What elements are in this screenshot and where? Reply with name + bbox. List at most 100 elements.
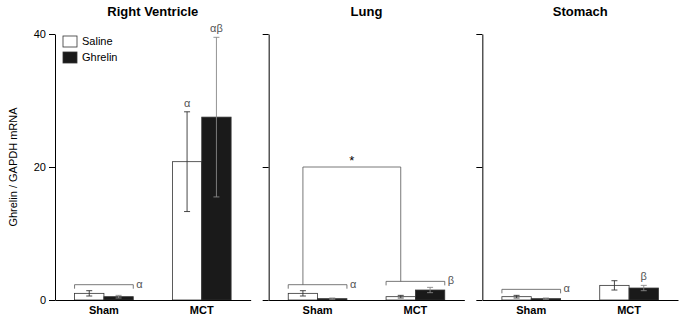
annotations: α α αβ	[75, 22, 223, 289]
y-tick-mark	[476, 167, 482, 168]
error-bar	[300, 291, 306, 296]
series-0	[288, 291, 415, 300]
panel: ShamMCTStomachαβ	[476, 4, 678, 316]
y-tick-label: 20	[34, 161, 46, 173]
x-axis-line	[269, 300, 465, 301]
legend-item: Ghrelin	[63, 51, 117, 63]
legend-item: Saline	[63, 35, 113, 47]
bar	[531, 299, 560, 300]
y-axis-line	[482, 35, 483, 301]
x-tick: MCT	[404, 300, 428, 316]
x-tick-label: MCT	[190, 304, 214, 316]
x-axis: Sham MCT	[483, 300, 679, 316]
panel-title: Lung	[351, 4, 383, 19]
annotation-bracket	[75, 285, 134, 289]
y-axis: 0 20 40	[34, 28, 56, 306]
legend-swatch	[63, 52, 77, 63]
error-bar	[514, 295, 520, 298]
annotation-bracket	[288, 285, 347, 289]
plot-marks	[502, 281, 659, 300]
y-axis	[263, 35, 270, 301]
error-bar	[86, 291, 92, 296]
y-tick: 0	[40, 294, 55, 306]
annotation: *	[349, 153, 354, 168]
x-axis-line	[483, 300, 679, 301]
annotation: α	[350, 278, 357, 290]
chart-svg: 0 20 40 Sham MCT Right Ventricle Ghrelin / GAP…	[0, 0, 690, 326]
x-axis: Sham MCT	[269, 300, 465, 316]
error-bar	[184, 112, 190, 212]
x-tick: Sham	[303, 300, 333, 316]
panel: 0 20 40 Sham MCT Right Ventricle Ghrelin / GAP…	[7, 4, 251, 316]
y-axis-line	[55, 35, 56, 301]
y-tick-mark	[49, 300, 55, 301]
y-axis-line	[269, 35, 270, 301]
annotation: β	[448, 274, 454, 286]
panel: Sham MCT Lung α β *	[263, 4, 465, 316]
plot-marks	[288, 287, 445, 300]
y-tick: 20	[34, 161, 55, 173]
y-axis	[476, 35, 483, 301]
legend: Saline Ghrelin	[63, 35, 117, 63]
error-bar	[329, 298, 335, 299]
series-0	[75, 112, 202, 300]
panel-title: Stomach	[553, 4, 608, 19]
x-tick: Sham	[516, 300, 546, 316]
y-tick-label: 0	[40, 294, 46, 306]
y-tick	[476, 167, 482, 168]
y-tick	[476, 300, 482, 301]
x-tick: MCT	[617, 300, 641, 316]
error-bar	[427, 287, 433, 292]
y-tick-label: 40	[34, 28, 46, 40]
x-tick: MCT	[190, 300, 214, 316]
series-0	[502, 281, 629, 300]
y-tick	[263, 34, 269, 35]
panel-title: Right Ventricle	[107, 4, 198, 19]
annotation-bracket	[386, 281, 445, 285]
annotations: αβ	[502, 270, 647, 294]
y-tick-mark	[263, 300, 269, 301]
series-1	[104, 37, 231, 300]
x-tick: Sham	[89, 300, 119, 316]
annotation: αβ	[210, 22, 223, 34]
x-tick-label: Sham	[303, 304, 333, 316]
y-tick	[263, 300, 269, 301]
error-bar	[641, 285, 647, 290]
annotation: α	[136, 278, 143, 290]
significance-bracket	[303, 167, 401, 285]
error-bar	[543, 298, 549, 299]
y-tick-mark	[476, 300, 482, 301]
bar	[318, 299, 347, 300]
annotation: α	[184, 97, 191, 109]
x-axis-line	[56, 300, 252, 301]
error-bar	[398, 295, 404, 298]
y-axis-title: Ghrelin / GAPDH mRNA	[7, 107, 19, 227]
x-tick-label: MCT	[404, 304, 428, 316]
annotation-bracket	[502, 289, 561, 293]
y-tick-mark	[49, 167, 55, 168]
annotation: β	[641, 270, 647, 282]
y-tick: 40	[34, 28, 55, 40]
annotation: α	[564, 282, 571, 294]
error-bar	[213, 37, 219, 197]
x-tick-label: Sham	[516, 304, 546, 316]
x-tick-label: Sham	[89, 304, 119, 316]
error-bar	[611, 281, 617, 290]
series-1	[531, 285, 658, 300]
chart-container: 0 20 40 Sham MCT Right Ventricle Ghrelin / GAP…	[0, 0, 690, 326]
y-tick-mark	[49, 34, 55, 35]
y-tick	[476, 34, 482, 35]
y-tick	[263, 167, 269, 168]
y-tick-mark	[263, 34, 269, 35]
error-bar	[116, 295, 122, 298]
y-tick-mark	[263, 167, 269, 168]
plot-marks	[75, 37, 232, 300]
x-axis: Sham MCT	[56, 300, 252, 316]
annotations: α β *	[288, 153, 454, 290]
x-tick-label: MCT	[617, 304, 641, 316]
legend-label: Saline	[82, 35, 113, 47]
y-tick-mark	[476, 34, 482, 35]
legend-label: Ghrelin	[82, 51, 117, 63]
legend-swatch	[63, 36, 77, 47]
series-1	[318, 287, 445, 300]
